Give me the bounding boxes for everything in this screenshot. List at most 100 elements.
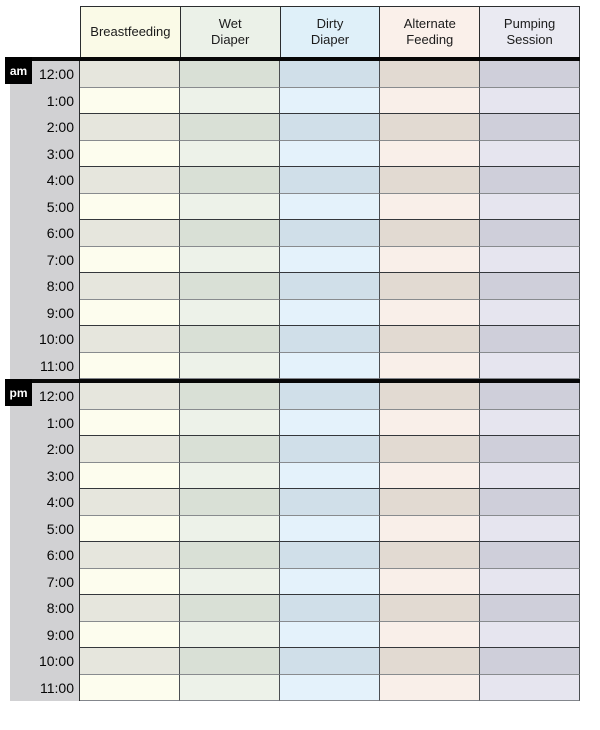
entry-cell-breastfeeding [80, 515, 180, 542]
hour-row-pm-11-00: 11:00 [10, 674, 580, 701]
hour-row-pm-10-00: 10:00 [10, 648, 580, 675]
entry-cell-dirty-diaper [280, 326, 380, 353]
entry-cell-pumping-session [480, 383, 580, 410]
hour-row-pm-6-00: 6:00 [10, 542, 580, 569]
entry-cell-pumping-session [480, 87, 580, 114]
entry-cell-breastfeeding [80, 193, 180, 220]
entry-cell-alternate-feeding [380, 326, 480, 353]
column-header-breastfeeding: Breastfeeding [80, 6, 180, 57]
entry-cell-breastfeeding [80, 114, 180, 141]
entry-cell-dirty-diaper [280, 621, 380, 648]
column-header-label: Wet Diaper [211, 16, 250, 47]
hour-row-am-3-00: 3:00 [10, 140, 580, 167]
entry-cell-dirty-diaper [280, 167, 380, 194]
entry-cell-dirty-diaper [280, 542, 380, 569]
entry-cell-pumping-session [480, 299, 580, 326]
entry-cell-dirty-diaper [280, 515, 380, 542]
entry-cell-breastfeeding [80, 299, 180, 326]
entry-cell-wet-diaper [180, 436, 280, 463]
hour-row-am-7-00: 7:00 [10, 246, 580, 273]
entry-cell-breastfeeding [80, 140, 180, 167]
entry-cell-dirty-diaper [280, 462, 380, 489]
entry-cell-alternate-feeding [380, 299, 480, 326]
time-label: 4:00 [10, 489, 80, 516]
entry-cell-wet-diaper [180, 568, 280, 595]
entry-cell-breastfeeding [80, 352, 180, 379]
entry-cell-wet-diaper [180, 246, 280, 273]
entry-cell-alternate-feeding [380, 436, 480, 463]
entry-cell-breastfeeding [80, 246, 180, 273]
hour-row-pm-8-00: 8:00 [10, 595, 580, 622]
time-label: 1:00 [10, 409, 80, 436]
entry-cell-pumping-session [480, 409, 580, 436]
entry-cell-dirty-diaper [280, 409, 380, 436]
entry-cell-alternate-feeding [380, 542, 480, 569]
entry-cell-pumping-session [480, 352, 580, 379]
entry-cell-alternate-feeding [380, 167, 480, 194]
entry-cell-pumping-session [480, 568, 580, 595]
time-label: 8:00 [10, 595, 80, 622]
entry-cell-pumping-session [480, 220, 580, 247]
time-label: 10:00 [10, 326, 80, 353]
entry-cell-alternate-feeding [380, 595, 480, 622]
column-headers: Breastfeeding Wet Diaper Dirty Diaper Alter… [80, 6, 580, 57]
entry-cell-pumping-session [480, 140, 580, 167]
entry-cell-wet-diaper [180, 542, 280, 569]
hour-row-pm-3-00: 3:00 [10, 462, 580, 489]
hour-row-am-8-00: 8:00 [10, 273, 580, 300]
entry-cell-wet-diaper [180, 621, 280, 648]
entry-cell-breastfeeding [80, 61, 180, 88]
hour-row-pm-2-00: 2:00 [10, 436, 580, 463]
entry-cell-pumping-session [480, 167, 580, 194]
column-header-label: Dirty Diaper [310, 16, 350, 47]
hour-row-pm-5-00: 5:00 [10, 515, 580, 542]
hour-row-pm-1-00: 1:00 [10, 409, 580, 436]
time-label: 9:00 [10, 299, 80, 326]
entry-cell-wet-diaper [180, 167, 280, 194]
entry-cell-breastfeeding [80, 674, 180, 701]
entry-cell-wet-diaper [180, 674, 280, 701]
time-label: 7:00 [10, 246, 80, 273]
time-label: 8:00 [10, 273, 80, 300]
entry-cell-wet-diaper [180, 114, 280, 141]
entry-cell-breastfeeding [80, 648, 180, 675]
entry-cell-wet-diaper [180, 193, 280, 220]
entry-cell-pumping-session [480, 193, 580, 220]
entry-cell-wet-diaper [180, 352, 280, 379]
entry-cell-wet-diaper [180, 383, 280, 410]
pm-section-divider [5, 379, 580, 383]
entry-cell-pumping-session [480, 436, 580, 463]
entry-cell-alternate-feeding [380, 220, 480, 247]
entry-cell-dirty-diaper [280, 568, 380, 595]
hour-row-am-11-00: 11:00 [10, 352, 580, 379]
entry-cell-wet-diaper [180, 87, 280, 114]
entry-cell-alternate-feeding [380, 87, 480, 114]
entry-cell-breastfeeding [80, 87, 180, 114]
entry-cell-wet-diaper [180, 220, 280, 247]
entry-cell-dirty-diaper [280, 273, 380, 300]
entry-cell-wet-diaper [180, 140, 280, 167]
time-label: 2:00 [10, 436, 80, 463]
entry-cell-wet-diaper [180, 462, 280, 489]
entry-cell-dirty-diaper [280, 61, 380, 88]
entry-cell-breastfeeding [80, 436, 180, 463]
entry-cell-pumping-session [480, 326, 580, 353]
entry-cell-pumping-session [480, 515, 580, 542]
entry-cell-pumping-session [480, 61, 580, 88]
entry-cell-alternate-feeding [380, 409, 480, 436]
entry-cell-breastfeeding [80, 220, 180, 247]
entry-cell-alternate-feeding [380, 114, 480, 141]
entry-cell-dirty-diaper [280, 220, 380, 247]
entry-cell-wet-diaper [180, 489, 280, 516]
entry-cell-wet-diaper [180, 299, 280, 326]
entry-cell-pumping-session [480, 621, 580, 648]
entry-cell-wet-diaper [180, 648, 280, 675]
entry-cell-pumping-session [480, 648, 580, 675]
time-label: 6:00 [10, 542, 80, 569]
entry-cell-dirty-diaper [280, 648, 380, 675]
column-header-label: Breastfeeding [90, 24, 171, 39]
entry-cell-wet-diaper [180, 273, 280, 300]
column-header-alternate-feeding: Alternate Feeding [379, 6, 480, 57]
entry-cell-breastfeeding [80, 621, 180, 648]
time-label: 3:00 [10, 140, 80, 167]
